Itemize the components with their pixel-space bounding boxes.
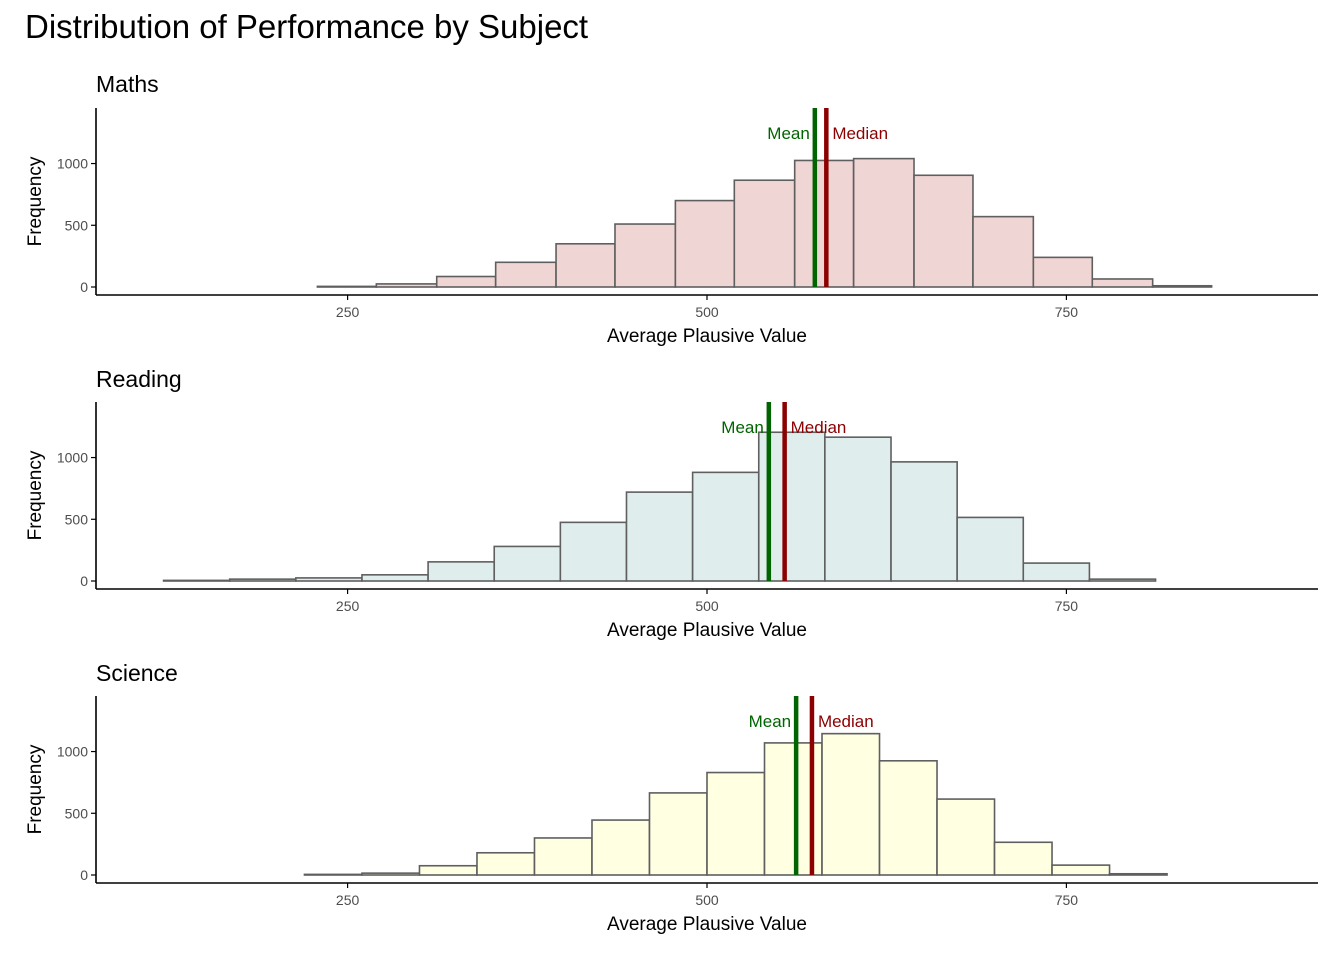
histogram-bar — [1151, 284, 1213, 288]
y-axis-label: Frequency — [25, 156, 46, 246]
histogram-bar — [1022, 562, 1091, 582]
histogram-bar — [361, 574, 429, 582]
x-tick-label: 500 — [695, 892, 719, 908]
y-tick-label: 500 — [65, 805, 89, 821]
histogram-bar — [493, 545, 562, 582]
x-tick-label: 500 — [695, 598, 719, 614]
mean-label: Mean — [767, 124, 810, 143]
histogram-bar — [476, 851, 536, 876]
y-tick-label: 0 — [80, 279, 88, 295]
histogram-bar — [890, 461, 958, 582]
histogram-bar — [559, 521, 628, 582]
histogram-bar — [533, 837, 593, 876]
x-axis-label: Average Plausive Value — [607, 620, 807, 641]
histogram-bar — [674, 199, 736, 288]
x-tick-label: 250 — [336, 598, 360, 614]
histogram-bar — [821, 732, 881, 876]
histogram-bar — [625, 491, 694, 582]
histogram-bar — [1091, 278, 1154, 288]
histogram-bar — [733, 179, 796, 288]
median-label: Median — [818, 712, 874, 731]
histogram-bar — [706, 771, 766, 876]
histogram-bar — [1051, 864, 1111, 876]
mean-label: Mean — [749, 712, 792, 731]
histogram-bar — [591, 819, 651, 876]
histogram-bar — [228, 578, 297, 582]
y-tick-label: 0 — [80, 867, 88, 883]
histogram-bar — [956, 516, 1025, 582]
y-tick-label: 1000 — [57, 744, 88, 760]
histogram-bar — [494, 261, 557, 288]
histogram-bar — [824, 436, 892, 582]
histogram-bar — [316, 285, 378, 288]
panel-title: Reading — [96, 366, 182, 392]
histogram-bar — [375, 283, 438, 288]
x-tick-label: 500 — [695, 304, 719, 320]
x-tick-label: 750 — [1055, 598, 1079, 614]
median-label: Median — [791, 418, 847, 437]
histogram-bar — [418, 864, 478, 876]
histogram-bar — [852, 157, 915, 288]
y-tick-label: 500 — [65, 511, 89, 527]
y-tick-label: 0 — [80, 573, 88, 589]
histogram-bar — [295, 577, 363, 582]
histogram-bar — [614, 223, 677, 288]
histogram-bar — [972, 215, 1035, 288]
histogram-bar — [878, 760, 938, 876]
histogram-bar — [1032, 256, 1094, 288]
histogram-bar — [361, 872, 421, 876]
panel-title: Maths — [96, 71, 159, 97]
histogram-bar — [913, 174, 974, 288]
y-tick-label: 1000 — [57, 450, 88, 466]
panel-title: Science — [96, 660, 178, 686]
y-tick-label: 500 — [65, 217, 89, 233]
x-tick-label: 750 — [1055, 892, 1079, 908]
histogram-bar — [1108, 872, 1168, 876]
figure-title: Distribution of Performance by Subject — [25, 8, 589, 45]
histogram-bar — [648, 792, 708, 876]
histogram-bar — [1088, 578, 1157, 582]
y-axis-label: Frequency — [25, 450, 46, 540]
x-axis-label: Average Plausive Value — [607, 326, 807, 347]
x-tick-label: 750 — [1055, 304, 1079, 320]
x-axis-label: Average Plausive Value — [607, 914, 807, 935]
x-tick-label: 250 — [336, 892, 360, 908]
histogram-bar — [162, 579, 231, 582]
histogram-bar — [555, 242, 616, 288]
histogram-bar — [427, 561, 496, 582]
histogram-bar — [936, 798, 996, 876]
y-tick-label: 1000 — [57, 156, 88, 172]
histogram-bar — [435, 275, 497, 288]
histogram-bar — [691, 471, 760, 582]
histogram-bar — [993, 841, 1053, 876]
median-label: Median — [832, 124, 888, 143]
histogram-bar — [303, 873, 363, 876]
mean-label: Mean — [721, 418, 764, 437]
y-axis-label: Frequency — [25, 744, 46, 834]
x-tick-label: 250 — [336, 304, 360, 320]
